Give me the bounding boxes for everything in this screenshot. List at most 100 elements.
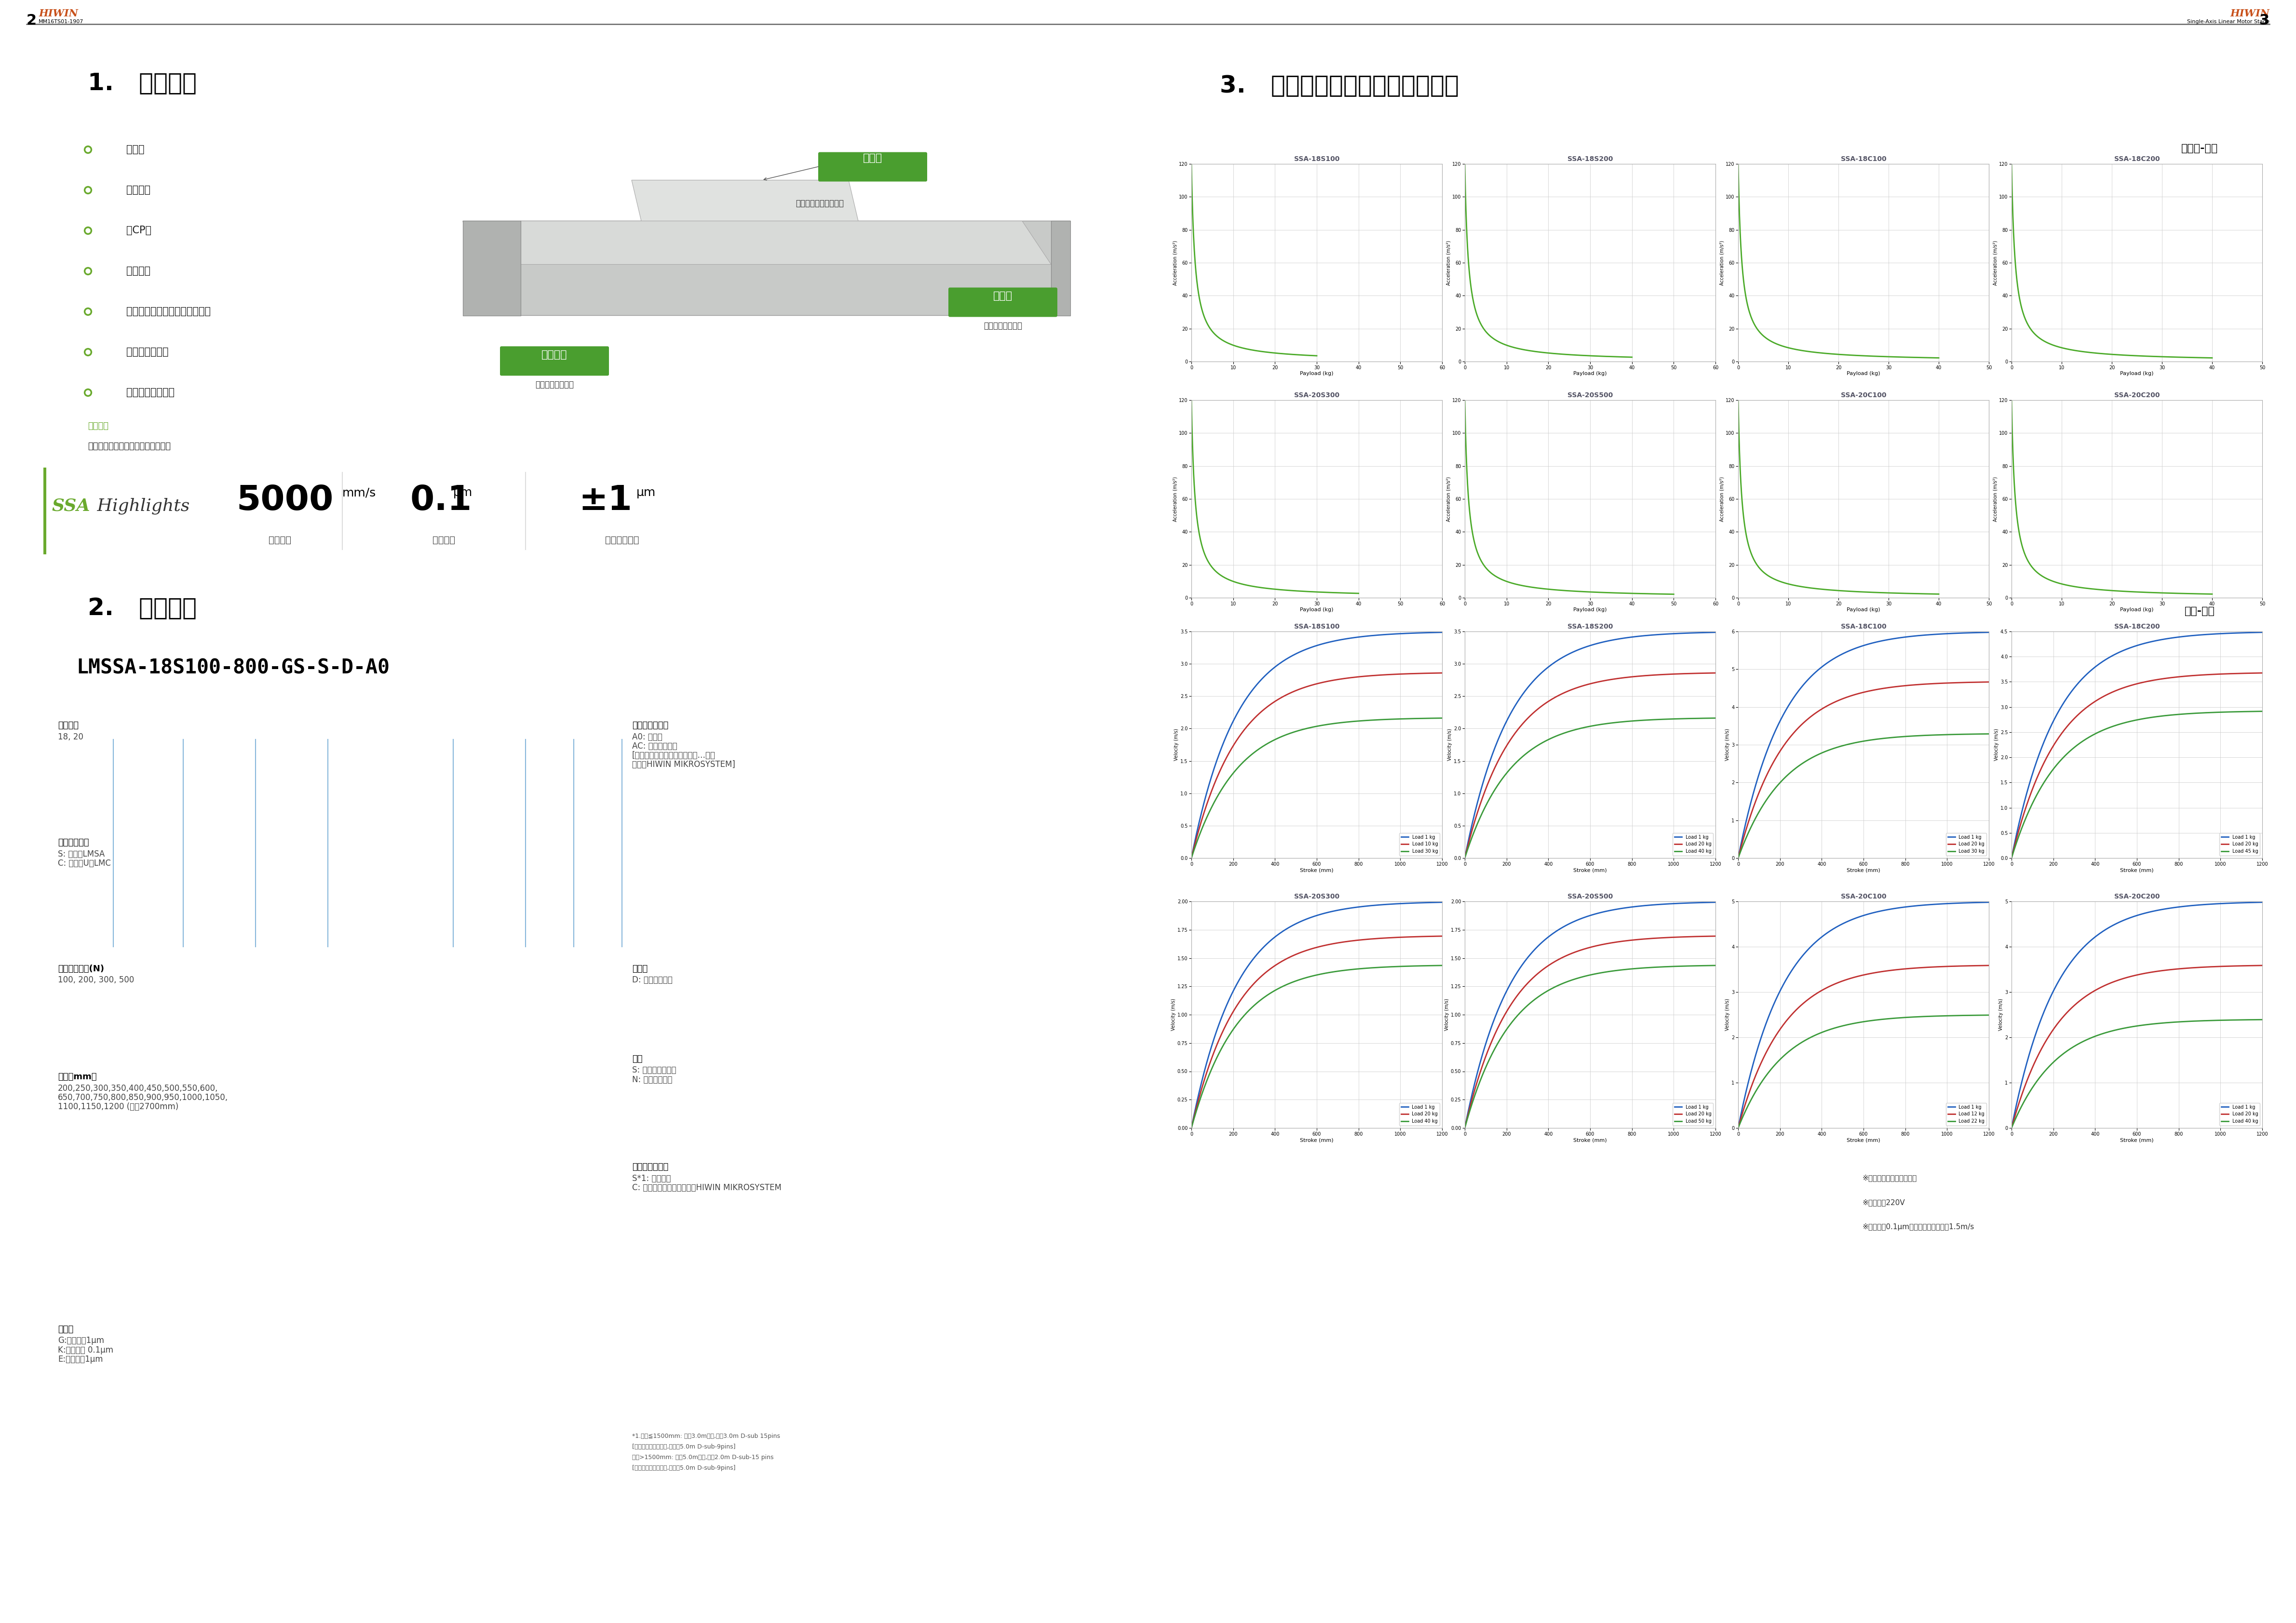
Y-axis label: Acceleration (m/s²): Acceleration (m/s²) <box>1173 477 1178 521</box>
Title: SSA-18C200: SSA-18C200 <box>2115 156 2161 162</box>
Text: 高CP值: 高CP值 <box>126 226 152 235</box>
Load 20 kg <box>2147 669 2174 688</box>
X-axis label: Payload (kg): Payload (kg) <box>2119 607 2154 612</box>
Load 40 kg <box>1332 961 1359 980</box>
Load 1 kg <box>1952 893 1979 912</box>
Load 1 kg <box>1975 893 2002 912</box>
Load 30 kg <box>1874 729 1901 748</box>
Bar <box>44 467 46 555</box>
Text: E:数字磁栅1μm: E:数字磁栅1μm <box>57 1355 103 1363</box>
Load 20 kg <box>1936 674 1963 693</box>
Load 1 kg <box>1178 844 1205 863</box>
Load 20 kg <box>1678 927 1706 946</box>
Text: 18, 20: 18, 20 <box>57 732 83 742</box>
Load 1 kg <box>2209 894 2236 914</box>
Text: 自动化、电子业、半导体业、包装业: 自动化、电子业、半导体业、包装业 <box>87 441 170 451</box>
Load 10 kg <box>1405 664 1433 683</box>
Text: 650,700,750,800,850,900,950,1000,1050,: 650,700,750,800,850,900,950,1000,1050, <box>57 1094 227 1102</box>
Load 50 kg <box>1678 956 1706 975</box>
Load 20 kg <box>2151 961 2179 980</box>
Line: Load 30 kg: Load 30 kg <box>1738 734 1988 859</box>
Load 20 kg <box>1178 1118 1205 1138</box>
Load 30 kg <box>1405 709 1433 729</box>
Legend: Load 1 kg, Load 20 kg, Load 30 kg: Load 1 kg, Load 20 kg, Load 30 kg <box>1947 833 1986 855</box>
Line: Load 22 kg: Load 22 kg <box>1738 1014 1988 1128</box>
Load 12 kg <box>1724 1118 1752 1138</box>
Load 12 kg <box>1952 956 1979 975</box>
Line: Load 20 kg: Load 20 kg <box>1465 936 1715 1128</box>
Text: 编码器: 编码器 <box>57 1324 73 1334</box>
Load 1 kg <box>1600 630 1628 649</box>
Load 1 kg <box>1724 849 1752 868</box>
Load 1 kg <box>1724 1113 1752 1133</box>
X-axis label: Payload (kg): Payload (kg) <box>1300 372 1334 377</box>
Text: 保护机台内部、高安全: 保护机台内部、高安全 <box>794 200 843 208</box>
Text: HIWIN: HIWIN <box>2229 8 2268 18</box>
Text: C: 其他长度与接头，请连系HIWIN MIKROSYSTEM: C: 其他长度与接头，请连系HIWIN MIKROSYSTEM <box>631 1183 781 1191</box>
Load 50 kg <box>1451 1118 1479 1138</box>
Load 30 kg <box>1389 709 1417 729</box>
Text: 5000: 5000 <box>236 484 333 518</box>
Text: 驱动器: 驱动器 <box>631 964 647 974</box>
Text: S*1: 标准规格: S*1: 标准规格 <box>631 1173 670 1183</box>
Text: 含驱动器: 含驱动器 <box>126 266 149 276</box>
Load 1 kg <box>1451 849 1479 868</box>
Title: SSA-18C200: SSA-18C200 <box>2115 623 2161 630</box>
Line: Load 1 kg: Load 1 kg <box>1738 633 1988 859</box>
Load 20 kg <box>1701 664 1729 683</box>
Line: Load 1 kg: Load 1 kg <box>1192 902 1442 1128</box>
Title: SSA-18S100: SSA-18S100 <box>1295 623 1339 630</box>
Load 1 kg <box>2248 893 2275 912</box>
Load 1 kg <box>1975 623 2002 643</box>
Line: Load 20 kg: Load 20 kg <box>2011 966 2262 1128</box>
Load 40 kg <box>1178 1115 1205 1134</box>
X-axis label: Stroke (mm): Stroke (mm) <box>1846 1138 1880 1143</box>
Text: 最佳重现精度: 最佳重现精度 <box>604 536 638 545</box>
Load 30 kg <box>1178 846 1205 865</box>
Text: SSA: SSA <box>53 498 90 514</box>
Y-axis label: Velocity (m/s): Velocity (m/s) <box>1724 729 1731 761</box>
Load 30 kg <box>1878 727 1906 747</box>
Load 1 kg <box>2151 899 2179 919</box>
Load 10 kg <box>1389 664 1417 683</box>
Text: [如拖链、复数动子、数字霍尔…等，: [如拖链、复数动子、数字霍尔…等， <box>631 751 716 760</box>
Load 40 kg <box>2147 1013 2174 1032</box>
Load 20 kg <box>2209 664 2236 683</box>
Text: 高加速度与速度、超越丝杠速度: 高加速度与速度、超越丝杠速度 <box>126 307 211 316</box>
Load 20 kg <box>1878 677 1906 696</box>
Y-axis label: Velocity (m/s): Velocity (m/s) <box>1173 729 1178 761</box>
Text: 短交期: 短交期 <box>126 144 145 154</box>
Text: 行程>1500mm: 马达5.0m数线,短路2.0m D-sub-15 pins: 行程>1500mm: 马达5.0m数线,短路2.0m D-sub-15 pins <box>631 1454 774 1461</box>
Load 40 kg <box>1600 712 1628 732</box>
Load 1 kg <box>1389 623 1417 643</box>
Text: N: 无外罩与侧盖: N: 无外罩与侧盖 <box>631 1074 673 1084</box>
Load 12 kg <box>1936 956 1963 975</box>
Legend: Load 1 kg, Load 20 kg, Load 40 kg: Load 1 kg, Load 20 kg, Load 40 kg <box>1398 1102 1440 1126</box>
Load 45 kg <box>2225 703 2252 722</box>
Load 1 kg <box>2147 630 2174 649</box>
Load 1 kg <box>1327 901 1355 920</box>
Load 1 kg <box>1701 893 1729 912</box>
X-axis label: Stroke (mm): Stroke (mm) <box>2119 1138 2154 1143</box>
Load 1 kg <box>1600 901 1628 920</box>
Load 40 kg <box>1389 956 1417 975</box>
Load 40 kg <box>2248 1010 2275 1029</box>
Load 12 kg <box>1878 961 1906 980</box>
Load 45 kg <box>2147 706 2174 725</box>
Load 40 kg <box>1662 709 1690 729</box>
Load 1 kg <box>1936 894 1963 914</box>
Load 1 kg <box>1998 849 2025 868</box>
Text: 100, 200, 300, 500: 100, 200, 300, 500 <box>57 975 133 985</box>
Load 1 kg <box>2248 623 2275 643</box>
Load 1 kg <box>1327 901 1355 920</box>
Load 30 kg <box>1724 849 1752 868</box>
Load 45 kg <box>2147 706 2174 725</box>
Load 20 kg <box>1178 1115 1205 1134</box>
Load 20 kg <box>2147 669 2174 688</box>
Load 1 kg <box>1678 623 1706 643</box>
FancyBboxPatch shape <box>948 287 1058 316</box>
Load 20 kg <box>1724 849 1752 868</box>
Text: G:数字光栅1μm: G:数字光栅1μm <box>57 1336 103 1345</box>
Load 50 kg <box>1662 956 1690 975</box>
Text: 请连系HIWIN MIKROSYSTEM]: 请连系HIWIN MIKROSYSTEM] <box>631 760 735 769</box>
